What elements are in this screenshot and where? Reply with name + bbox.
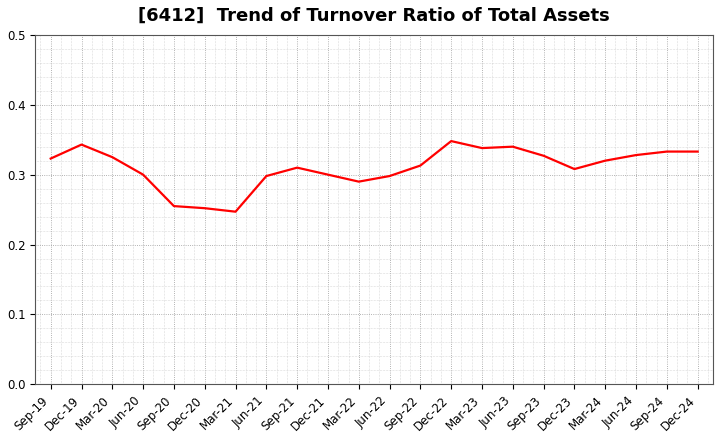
Title: [6412]  Trend of Turnover Ratio of Total Assets: [6412] Trend of Turnover Ratio of Total … bbox=[138, 7, 610, 25]
